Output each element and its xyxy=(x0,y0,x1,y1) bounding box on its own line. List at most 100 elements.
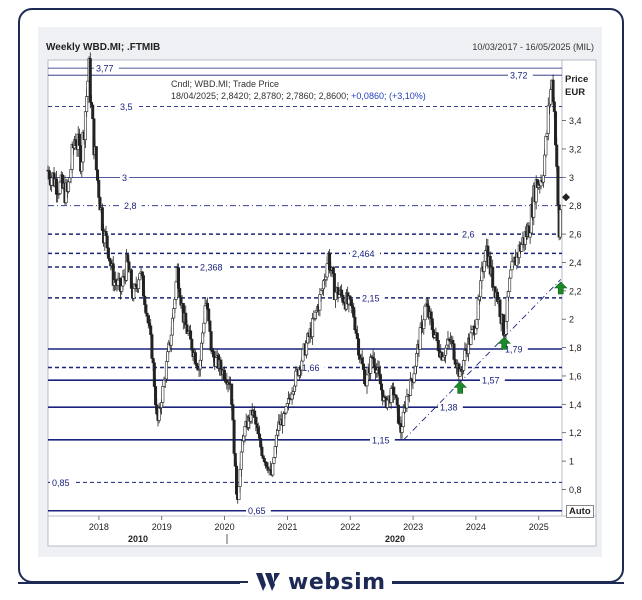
divider-left xyxy=(18,582,240,584)
trendline xyxy=(403,279,562,441)
candle-body xyxy=(412,373,416,383)
y-tick-label: 2,2 xyxy=(569,286,582,296)
axis-area xyxy=(561,59,597,517)
candle-body xyxy=(498,299,502,317)
candle-body xyxy=(209,331,213,351)
candle-body xyxy=(555,144,559,167)
level-label-bg xyxy=(118,100,138,112)
candle-body xyxy=(235,465,239,495)
candle-body xyxy=(369,356,373,374)
level-label: 2,6 xyxy=(462,230,475,240)
candle-body xyxy=(106,247,110,259)
y-tick-label: 2 xyxy=(569,315,574,325)
y-tick-label: 3,4 xyxy=(569,116,582,126)
x-decade-label: 2010 xyxy=(128,534,148,544)
y-tick-label: 0,8 xyxy=(569,485,582,495)
arrows-group xyxy=(453,281,568,394)
candle-body xyxy=(395,397,399,406)
candle-body xyxy=(86,80,90,97)
y-tick-label: 1 xyxy=(569,457,574,467)
candle-body xyxy=(232,419,236,454)
level-label: 1,57 xyxy=(482,376,500,386)
current-price-marker xyxy=(562,193,570,202)
y-tick-label: 3 xyxy=(569,173,574,183)
info-panel: Cndl; WBD.MI; Trade Price 18/04/2025; 2,… xyxy=(171,78,426,102)
price-axis-title: Price xyxy=(565,74,589,85)
level-label: 2,464 xyxy=(352,249,375,259)
candle-body xyxy=(94,146,98,171)
candle-body xyxy=(423,305,427,321)
candle-body xyxy=(161,386,165,403)
candle-body xyxy=(357,338,361,356)
candle-body xyxy=(231,404,235,421)
y-tick-label: 3,2 xyxy=(569,144,582,154)
level-label: 1,38 xyxy=(440,403,458,413)
level-label-bg xyxy=(246,504,271,516)
y-tick-label: 1,6 xyxy=(569,371,582,381)
level-label: 2,368 xyxy=(200,263,223,273)
brand-name: websim xyxy=(288,569,386,595)
up-arrow-icon xyxy=(453,380,467,394)
x-tick-label: 2025 xyxy=(529,522,549,532)
auto-button[interactable]: Auto xyxy=(566,505,594,518)
level-label: 3,5 xyxy=(120,102,133,112)
candle-body xyxy=(104,230,108,237)
info-ohlc: 18/04/2025; 2,8420; 2,8780; 2,7860; 2,86… xyxy=(171,91,352,101)
level-label: 3,72 xyxy=(510,71,528,81)
chart-title: Weekly WBD.MI; .FTMIB xyxy=(46,42,161,53)
candle-body xyxy=(271,463,275,476)
candle-body xyxy=(155,404,159,415)
x-tick-label: 2018 xyxy=(89,522,109,532)
candle-body xyxy=(174,281,178,300)
candle-body xyxy=(502,314,506,336)
candle-body xyxy=(189,330,193,340)
candle-body xyxy=(67,181,71,192)
level-label-bg xyxy=(508,69,533,81)
y-tick-label: 1,8 xyxy=(569,343,582,353)
candle-body xyxy=(506,291,510,298)
y-tick-label: 1,4 xyxy=(569,400,582,410)
level-label-bg xyxy=(460,228,480,240)
info-line2: 18/04/2025; 2,8420; 2,8780; 2,7860; 2,86… xyxy=(171,90,426,102)
candle-body xyxy=(509,269,513,279)
level-label-bg xyxy=(438,401,463,413)
x-axis-ticks: 2018 2019 2020 2021 2022 2023 2024 2025 2010 2020 xyxy=(89,516,549,544)
level-label-bg xyxy=(503,343,528,355)
level-label-bg xyxy=(120,171,130,183)
price-axis-unit: EUR xyxy=(565,87,586,98)
level-label-bg xyxy=(50,476,75,488)
candle-body xyxy=(556,166,560,206)
info-change: +0,0860; (+3,10%) xyxy=(351,91,426,101)
x-tick-label: 2019 xyxy=(152,522,172,532)
candle-body xyxy=(208,320,212,332)
x-tick-label: 2024 xyxy=(466,522,486,532)
websim-logo: websim xyxy=(248,568,392,596)
candle-body xyxy=(401,411,405,428)
level-label-bg xyxy=(360,291,385,303)
candle-body xyxy=(552,101,556,112)
candle-body xyxy=(105,235,109,249)
level-label: 1,66 xyxy=(302,363,320,373)
x-tick-label: 2021 xyxy=(277,522,297,532)
level-label: 3,77 xyxy=(96,64,114,74)
level-label: 0,65 xyxy=(248,506,266,516)
candle-body xyxy=(164,361,168,380)
candle-body xyxy=(508,277,512,292)
candle-body xyxy=(380,383,384,391)
up-arrow-icon xyxy=(554,281,568,295)
candle-body xyxy=(558,209,562,238)
plot-area xyxy=(47,59,563,517)
level-label: 2,8 xyxy=(124,201,137,211)
trendline-group xyxy=(403,279,562,441)
level-label: 1,79 xyxy=(505,345,523,355)
y-tick-label: 2,6 xyxy=(569,230,582,240)
level-label: 2,15 xyxy=(362,293,380,303)
level-label: 3 xyxy=(122,173,127,183)
xaxis-area xyxy=(47,515,597,547)
level-label-bg xyxy=(198,261,228,273)
footer-brand: websim xyxy=(0,568,642,596)
websim-mark-icon xyxy=(256,573,280,591)
x-tick-label: 2020 xyxy=(215,522,235,532)
candle-body xyxy=(482,260,486,272)
